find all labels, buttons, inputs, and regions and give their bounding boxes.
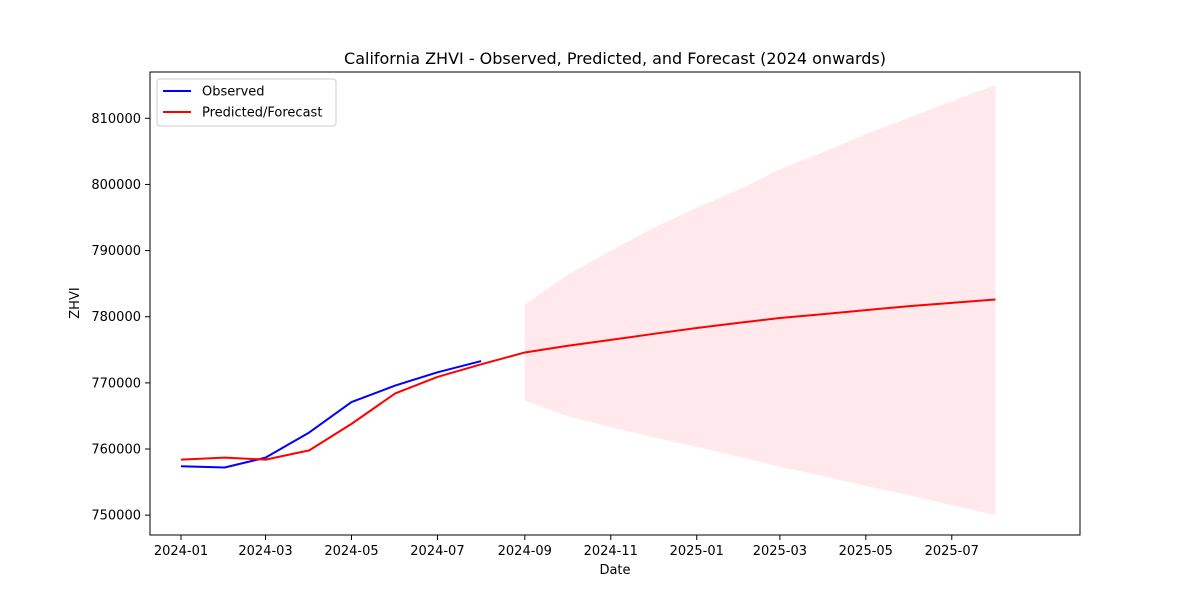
x-axis: 2024-01 2024-03 2024-05 2024-07 2024-09 2024-… xyxy=(154,535,979,559)
y-axis-title: ZHVI xyxy=(68,287,83,318)
legend-label: Observed xyxy=(202,85,265,100)
legend: Observed Predicted/Forecast xyxy=(156,78,337,127)
y-tick-label: 800000 xyxy=(91,178,141,193)
x-tick-label: 2024-11 xyxy=(584,544,638,559)
x-tick-label: 2024-05 xyxy=(324,544,378,559)
x-tick-label: 2025-01 xyxy=(670,544,724,559)
legend-box xyxy=(156,78,337,127)
chart-title: California ZHVI - Observed, Predicted, a… xyxy=(344,49,886,68)
x-tick-label: 2024-01 xyxy=(154,544,208,559)
x-tick-label: 2025-07 xyxy=(925,544,979,559)
x-axis-title: Date xyxy=(599,563,630,578)
confidence-band xyxy=(524,85,996,516)
x-tick-label: 2025-03 xyxy=(753,544,807,559)
x-tick-label: 2024-09 xyxy=(498,544,552,559)
y-tick-label: 770000 xyxy=(91,376,141,391)
y-tick-label: 810000 xyxy=(91,112,141,127)
y-axis: 750000 760000 770000 780000 790000 800000 8100… xyxy=(91,112,150,524)
y-tick-label: 790000 xyxy=(91,244,141,259)
confidence-band-layer xyxy=(524,85,996,516)
y-tick-label: 750000 xyxy=(91,509,141,524)
x-tick-label: 2025-05 xyxy=(839,544,893,559)
series-layer xyxy=(180,298,996,469)
x-tick-label: 2024-07 xyxy=(410,544,464,559)
series-line-predicted-forecast xyxy=(180,298,996,461)
series-line-observed xyxy=(180,360,482,469)
x-tick-label: 2024-03 xyxy=(238,544,292,559)
y-tick-label: 760000 xyxy=(91,443,141,458)
plot-area-frame xyxy=(149,71,1081,536)
y-tick-label: 780000 xyxy=(91,310,141,325)
legend-label: Predicted/Forecast xyxy=(202,106,322,121)
